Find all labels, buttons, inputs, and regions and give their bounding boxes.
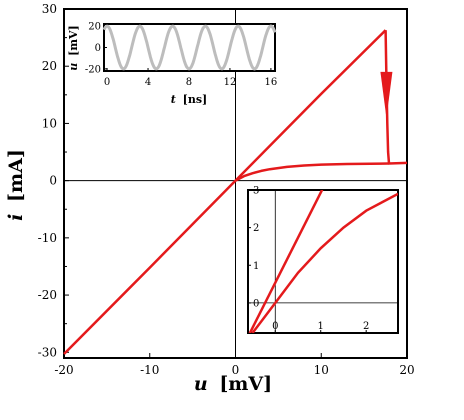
main-x-tick-label: 0 xyxy=(232,363,240,377)
main-x-tick-label: -10 xyxy=(140,363,159,377)
inset-top-x-tick-label: 8 xyxy=(186,77,192,88)
main-series-line-3 xyxy=(234,162,390,182)
main-y-tick-label: -30 xyxy=(38,345,57,359)
inset-top-x-axis-label: t [ns] xyxy=(171,93,208,106)
inset-bottom-x-tick-label: 1 xyxy=(318,321,324,332)
main-y-tick-label: 0 xyxy=(49,174,57,188)
main-x-axis-label: u [mV] xyxy=(194,373,272,395)
main-x-axis-unit: [mV] xyxy=(219,373,272,395)
inset-top-x-axis-unit: [ns] xyxy=(183,93,208,106)
inset-bottom-series-line-1 xyxy=(248,190,324,333)
inset-top-x-axis-symbol: t xyxy=(171,93,176,106)
inset-bottom-y-tick-label: 1 xyxy=(253,261,259,272)
inset-bottom-y-tick-label: 3 xyxy=(253,186,259,197)
inset-bottom-series xyxy=(248,190,398,333)
main-y-tick-label: -10 xyxy=(38,231,57,245)
inset-top-x-tick-label: 16 xyxy=(265,77,278,88)
main-y-axis-label: i [mA] xyxy=(5,149,27,221)
inset-bottom-y-tick-label: 0 xyxy=(253,298,259,309)
inset-top-y-axis-symbol: u xyxy=(67,63,80,71)
main-arrow xyxy=(380,71,393,118)
inset-bottom-y-tick-label: 2 xyxy=(253,223,259,234)
inset-top-y-tick-label: -20 xyxy=(85,64,101,75)
inset-top-y-axis-label: u [mV] xyxy=(67,25,80,70)
main-y-tick-label: 20 xyxy=(42,59,57,73)
inset-top-x-tick-label: 0 xyxy=(104,77,110,88)
inset-top-sine-line xyxy=(102,24,277,71)
inset-top-y-axis-unit: [mV] xyxy=(67,25,80,56)
inset-bottom-x-tick-label: 2 xyxy=(363,321,369,332)
inset-top-x-tick-label: 4 xyxy=(145,77,151,88)
main-direction-arrowhead xyxy=(380,71,393,118)
main-x-axis-symbol: u xyxy=(194,373,208,395)
main-y-tick-label: 30 xyxy=(42,2,57,16)
inset-top-x-tick-label: 12 xyxy=(224,77,237,88)
main-series xyxy=(63,29,408,355)
main-y-axis-unit: [mA] xyxy=(5,149,27,202)
inset-bottom-x-tick-label: 0 xyxy=(272,321,278,332)
main-y-tick-label: -20 xyxy=(38,288,57,302)
main-series-line-2 xyxy=(384,30,408,165)
inset-bottom-ticks: 0 1 2 0 1 2 3 xyxy=(248,186,369,333)
main-x-tick-label: -20 xyxy=(54,363,73,377)
main-y-tick-label: 10 xyxy=(42,116,57,130)
inset-top-y-tick-label: 0 xyxy=(95,43,101,54)
inset-bottom-axes xyxy=(248,190,398,333)
inset-top-series xyxy=(102,24,277,71)
inset-bottom-frame xyxy=(247,189,399,334)
main-x-tick-label: 10 xyxy=(314,363,329,377)
inset-top-y-tick-label: 20 xyxy=(88,22,101,33)
inset-bottom-series-line-2 xyxy=(251,192,398,333)
main-y-axis-symbol: i xyxy=(5,214,27,221)
main-x-tick-label: 20 xyxy=(399,363,414,377)
